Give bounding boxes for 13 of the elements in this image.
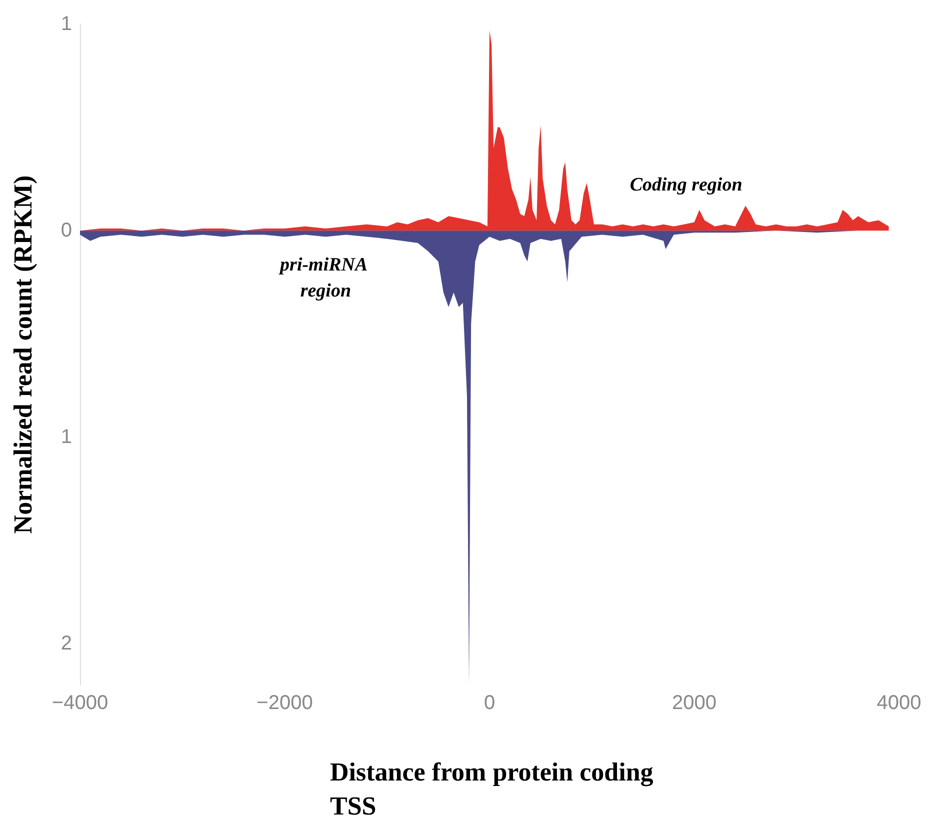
y-tick-label: 1 <box>60 13 72 35</box>
y-tick-label: 1 <box>60 426 72 448</box>
x-tick-label: 0 <box>484 692 496 714</box>
x-tick-label: −2000 <box>256 692 313 714</box>
x-axis-title: Distance from protein coding TSS <box>330 758 660 820</box>
x-tick-label: 4000 <box>876 692 922 714</box>
annotation: pri-miRNA region <box>278 254 372 302</box>
x-tick-label: −4000 <box>52 692 108 714</box>
y-tick-label: 2 <box>60 632 72 655</box>
y-tick-label: 0 <box>60 220 72 242</box>
y-axis-title: Normalized read count (RPKM) <box>8 175 38 534</box>
x-tick-label: 2000 <box>672 692 716 714</box>
annotation: Coding region <box>630 174 742 196</box>
